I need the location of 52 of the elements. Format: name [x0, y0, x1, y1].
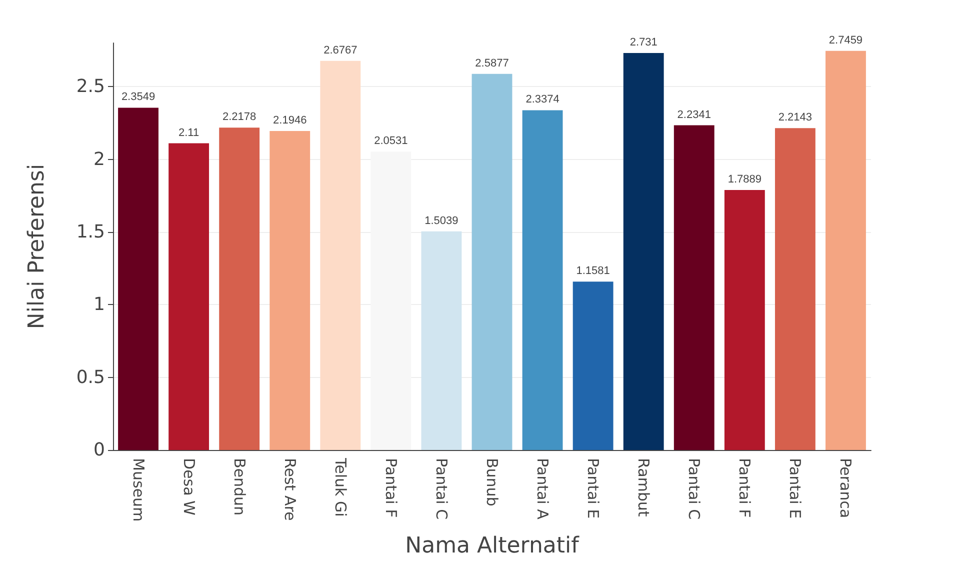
data-label: 1.1581: [576, 265, 610, 278]
bar: [472, 74, 512, 450]
x-tick-label: Pantai F: [736, 458, 754, 518]
bar: [118, 108, 158, 450]
data-label: 1.7889: [728, 173, 762, 186]
x-tick-label: Peranca: [836, 458, 855, 518]
x-tick-label: Pantai F: [382, 458, 400, 518]
bar: [270, 131, 310, 450]
data-label: 2.2143: [778, 112, 812, 124]
bar: [572, 282, 614, 450]
x-tick-label: Pantai E: [786, 458, 804, 519]
bar: [674, 125, 714, 450]
data-label: 2.2178: [222, 111, 256, 124]
x-tick-label: Museum: [129, 458, 148, 522]
y-tick-label: 2.5: [76, 76, 105, 98]
x-tick-label: Pantai C: [432, 458, 450, 520]
x-tick-label: Rambut: [634, 458, 653, 517]
data-label: 2.3549: [121, 91, 156, 104]
x-tick-label: Teluk Gi: [331, 457, 350, 517]
x-tick-label: Bendun: [230, 458, 248, 516]
x-tick-label: Pantai A: [534, 458, 552, 520]
x-tick-label: Pantai C: [685, 458, 704, 520]
data-label: 2.3374: [526, 94, 560, 106]
bar: [320, 60, 361, 450]
data-label: 2.7459: [828, 34, 863, 46]
bar: [774, 128, 816, 450]
y-tick-label: 0: [94, 440, 105, 460]
x-tick-label: Rest Are: [280, 458, 299, 521]
bar: [724, 190, 765, 450]
data-label: 2.11: [178, 126, 200, 139]
bar: [219, 128, 260, 450]
y-tick-label: 2: [94, 148, 105, 170]
bar: [826, 50, 866, 450]
bar: [522, 110, 563, 450]
data-label: 2.5877: [475, 57, 509, 70]
data-label: 2.1946: [273, 114, 307, 126]
y-tick-label: 1.5: [76, 221, 105, 242]
bar: [623, 53, 664, 450]
data-label: 2.731: [630, 36, 658, 49]
y-tick-label: 0.5: [76, 366, 105, 388]
data-label: 2.6767: [324, 44, 358, 56]
bar: [421, 231, 462, 450]
data-label: 2.2341: [677, 108, 711, 121]
bar: [168, 143, 210, 450]
y-axis-title: Nilai Preferensi: [24, 164, 50, 330]
y-tick-label: 1: [94, 294, 105, 316]
x-axis-title: Nama Alternatif: [405, 534, 580, 558]
data-label: 1.5039: [424, 214, 458, 227]
data-label: 2.0531: [374, 135, 408, 148]
x-tick-label: Desa W: [180, 458, 198, 516]
x-tick-label: Bunub: [483, 458, 501, 506]
x-tick-label: Pantai E: [584, 458, 602, 519]
